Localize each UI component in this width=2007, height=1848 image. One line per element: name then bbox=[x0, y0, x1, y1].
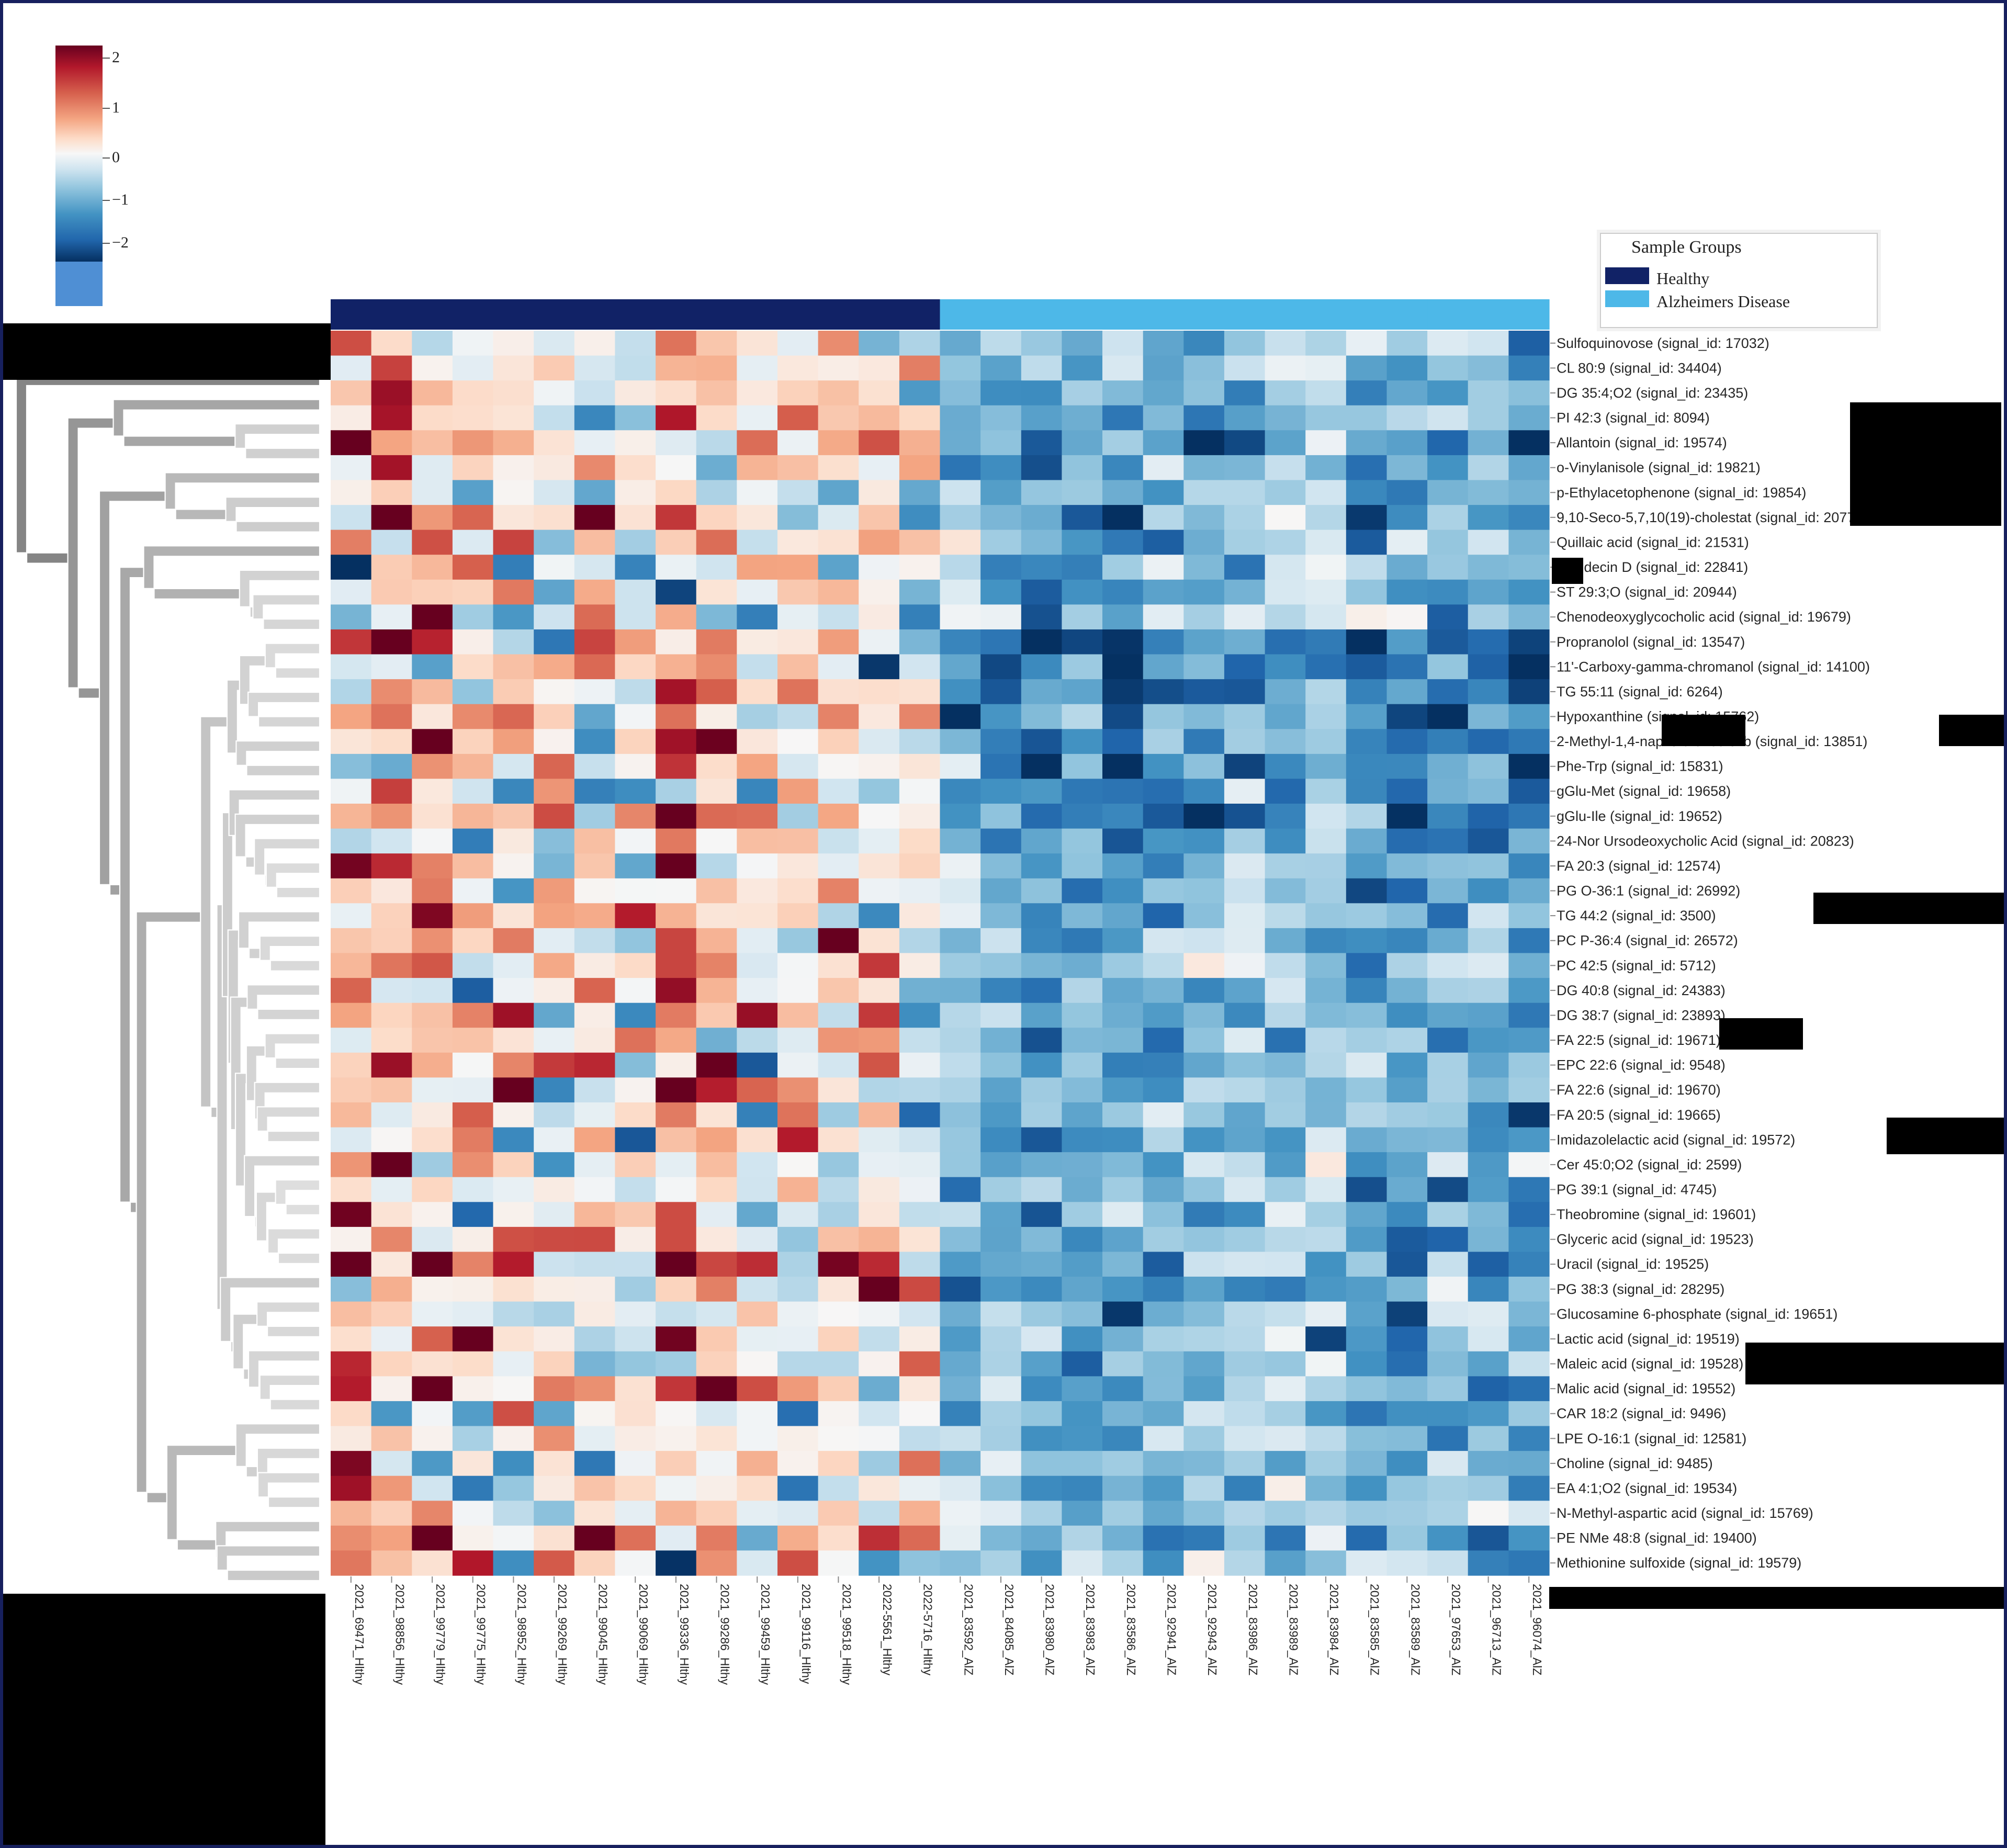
svg-text:FA 22:5 (signal_id: 19671): FA 22:5 (signal_id: 19671) bbox=[1557, 1032, 1721, 1048]
svg-text:Theobromine (signal_id: 19601): Theobromine (signal_id: 19601) bbox=[1557, 1207, 1756, 1222]
svg-text:2021_96713_AlZ: 2021_96713_AlZ bbox=[1490, 1584, 1504, 1675]
svg-text:Choline (signal_id: 9485): Choline (signal_id: 9485) bbox=[1557, 1456, 1713, 1471]
svg-text:DG 35:4;O2 (signal_id: 23435): DG 35:4;O2 (signal_id: 23435) bbox=[1557, 385, 1748, 401]
svg-text:Malic acid (signal_id: 19552): Malic acid (signal_id: 19552) bbox=[1557, 1381, 1735, 1396]
svg-text:2021_99045_Hlthy: 2021_99045_Hlthy bbox=[596, 1584, 610, 1685]
svg-text:2021_83592_AlZ: 2021_83592_AlZ bbox=[962, 1584, 975, 1675]
svg-text:2021_83989_AlZ: 2021_83989_AlZ bbox=[1287, 1584, 1300, 1675]
svg-text:Lactic acid (signal_id: 19519): Lactic acid (signal_id: 19519) bbox=[1557, 1331, 1740, 1347]
svg-text:Chenodeoxyglycocholic acid (si: Chenodeoxyglycocholic acid (signal_id: 1… bbox=[1557, 609, 1851, 625]
svg-text:2021_96074_AlZ: 2021_96074_AlZ bbox=[1530, 1584, 1544, 1675]
svg-text:CAR 18:2 (signal_id: 9496): CAR 18:2 (signal_id: 9496) bbox=[1557, 1406, 1726, 1422]
svg-text:Imidazolelactic acid (signal_i: Imidazolelactic acid (signal_id: 19572) bbox=[1557, 1132, 1795, 1147]
svg-text:2021_83586_AlZ: 2021_83586_AlZ bbox=[1124, 1584, 1138, 1675]
svg-text:FA 20:3 (signal_id: 12574): FA 20:3 (signal_id: 12574) bbox=[1557, 858, 1721, 874]
svg-text:PG 38:3 (signal_id: 28295): PG 38:3 (signal_id: 28295) bbox=[1557, 1281, 1724, 1297]
svg-text:o-Vinylanisole (signal_id: 198: o-Vinylanisole (signal_id: 19821) bbox=[1557, 460, 1761, 476]
svg-text:N-Methyl-aspartic acid (signal: N-Methyl-aspartic acid (signal_id: 15769… bbox=[1557, 1505, 1813, 1521]
svg-text:p-Ethylacetophenone (signal_id: p-Ethylacetophenone (signal_id: 19854) bbox=[1557, 484, 1806, 500]
svg-text:Cer 45:0;O2 (signal_id: 2599): Cer 45:0;O2 (signal_id: 2599) bbox=[1557, 1157, 1742, 1173]
svg-text:9,10-Seco-5,7,10(19)-cholestat: 9,10-Seco-5,7,10(19)-cholestat (signal_i… bbox=[1557, 510, 1867, 525]
svg-text:2021_99779_Hlthy: 2021_99779_Hlthy bbox=[434, 1584, 447, 1685]
svg-text:EA 4:1;O2 (signal_id: 19534): EA 4:1;O2 (signal_id: 19534) bbox=[1557, 1481, 1737, 1496]
svg-text:PG 39:1 (signal_id: 4745): PG 39:1 (signal_id: 4745) bbox=[1557, 1182, 1717, 1198]
svg-text:2021_83983_AlZ: 2021_83983_AlZ bbox=[1084, 1584, 1097, 1675]
svg-text:24-Nor Ursodeoxycholic Acid (s: 24-Nor Ursodeoxycholic Acid (signal_id: … bbox=[1557, 833, 1854, 849]
svg-text:2021_83980_AlZ: 2021_83980_AlZ bbox=[1043, 1584, 1057, 1675]
svg-text:TG 55:11 (signal_id: 6264): TG 55:11 (signal_id: 6264) bbox=[1557, 684, 1723, 700]
svg-text:2021_98856_Hlthy: 2021_98856_Hlthy bbox=[393, 1584, 407, 1685]
svg-text:2021_99069_Hlthy: 2021_99069_Hlthy bbox=[637, 1584, 650, 1685]
svg-text:LPE O-16:1 (signal_id: 12581): LPE O-16:1 (signal_id: 12581) bbox=[1557, 1430, 1746, 1446]
svg-text:Maleic acid (signal_id: 19528): Maleic acid (signal_id: 19528) bbox=[1557, 1356, 1743, 1372]
svg-text:2022-5561_Hlthy: 2022-5561_Hlthy bbox=[881, 1584, 894, 1676]
svg-text:2022-5716_Hlthy: 2022-5716_Hlthy bbox=[921, 1584, 935, 1676]
svg-text:2021_99269_Hlthy: 2021_99269_Hlthy bbox=[556, 1584, 569, 1685]
svg-text:2021_83585_AlZ: 2021_83585_AlZ bbox=[1368, 1584, 1382, 1675]
svg-text:PC P-36:4 (signal_id: 26572): PC P-36:4 (signal_id: 26572) bbox=[1557, 933, 1738, 949]
svg-text:Propranolol (signal_id: 13547): Propranolol (signal_id: 13547) bbox=[1557, 634, 1745, 650]
svg-text:2021_98952_Hlthy: 2021_98952_Hlthy bbox=[515, 1584, 528, 1685]
svg-text:2021_83589_AlZ: 2021_83589_AlZ bbox=[1408, 1584, 1422, 1675]
svg-text:Glucosamine 6-phosphate (signa: Glucosamine 6-phosphate (signal_id: 1965… bbox=[1557, 1306, 1837, 1322]
svg-text:2021_99518_Hlthy: 2021_99518_Hlthy bbox=[840, 1584, 853, 1685]
svg-text:2021_99459_Hlthy: 2021_99459_Hlthy bbox=[759, 1584, 772, 1685]
svg-text:FA 20:5 (signal_id: 19665): FA 20:5 (signal_id: 19665) bbox=[1557, 1107, 1721, 1123]
svg-text:Glyceric acid (signal_id: 1952: Glyceric acid (signal_id: 19523) bbox=[1557, 1232, 1754, 1247]
svg-text:2021_84085_AlZ: 2021_84085_AlZ bbox=[1002, 1584, 1016, 1675]
svg-text:2021_99775_Hlthy: 2021_99775_Hlthy bbox=[475, 1584, 488, 1685]
svg-text:PE NMe 48:8 (signal_id: 19400): PE NMe 48:8 (signal_id: 19400) bbox=[1557, 1530, 1757, 1546]
svg-text:gGlu-Ile (signal_id: 19652): gGlu-Ile (signal_id: 19652) bbox=[1557, 808, 1722, 824]
svg-text:Methionine sulfoxide (signal_i: Methionine sulfoxide (signal_id: 19579) bbox=[1557, 1555, 1801, 1571]
svg-text:11'-Carboxy-gamma-chromanol (s: 11'-Carboxy-gamma-chromanol (signal_id: … bbox=[1557, 659, 1870, 674]
svg-text:2021_83984_AlZ: 2021_83984_AlZ bbox=[1327, 1584, 1341, 1675]
svg-text:DG 38:7 (signal_id: 23893): DG 38:7 (signal_id: 23893) bbox=[1557, 1008, 1726, 1023]
svg-text:2021_99286_Hlthy: 2021_99286_Hlthy bbox=[718, 1584, 732, 1685]
svg-text:2021_92941_AlZ: 2021_92941_AlZ bbox=[1165, 1584, 1179, 1675]
svg-text:2021_99116_Hlthy: 2021_99116_Hlthy bbox=[799, 1584, 813, 1684]
svg-text:2021_97653_AlZ: 2021_97653_AlZ bbox=[1449, 1584, 1463, 1675]
svg-text:2021_69471_Hlthy: 2021_69471_Hlthy bbox=[353, 1584, 366, 1685]
svg-text:ST 29:3;O (signal_id: 20944): ST 29:3;O (signal_id: 20944) bbox=[1557, 584, 1737, 600]
svg-text:2021_92943_AlZ: 2021_92943_AlZ bbox=[1205, 1584, 1219, 1675]
svg-text:PG O-36:1 (signal_id: 26992): PG O-36:1 (signal_id: 26992) bbox=[1557, 883, 1740, 899]
svg-text:Sulfoquinovose (signal_id: 170: Sulfoquinovose (signal_id: 17032) bbox=[1557, 335, 1769, 351]
svg-text:Uracil (signal_id: 19525): Uracil (signal_id: 19525) bbox=[1557, 1256, 1709, 1272]
svg-text:2021_99336_Hlthy: 2021_99336_Hlthy bbox=[678, 1584, 691, 1685]
svg-text:gGlu-Met (signal_id: 19658): gGlu-Met (signal_id: 19658) bbox=[1557, 783, 1731, 799]
svg-text:Allantoin (signal_id: 19574): Allantoin (signal_id: 19574) bbox=[1557, 435, 1727, 450]
svg-text:EPC 22:6 (signal_id: 9548): EPC 22:6 (signal_id: 9548) bbox=[1557, 1057, 1726, 1073]
svg-text:PI 42:3 (signal_id: 8094): PI 42:3 (signal_id: 8094) bbox=[1557, 410, 1710, 426]
svg-text:2021_83986_AlZ: 2021_83986_AlZ bbox=[1246, 1584, 1260, 1675]
svg-text:FA 22:6 (signal_id: 19670): FA 22:6 (signal_id: 19670) bbox=[1557, 1082, 1721, 1098]
svg-text:TG 44:2 (signal_id: 3500): TG 44:2 (signal_id: 3500) bbox=[1557, 908, 1716, 923]
svg-text:Rollidecin D (signal_id: 22841: Rollidecin D (signal_id: 22841) bbox=[1557, 559, 1748, 575]
svg-text:Phe-Trp (signal_id: 15831): Phe-Trp (signal_id: 15831) bbox=[1557, 759, 1723, 774]
svg-text:DG 40:8 (signal_id: 24383): DG 40:8 (signal_id: 24383) bbox=[1557, 983, 1726, 998]
svg-text:PC 42:5 (signal_id: 5712): PC 42:5 (signal_id: 5712) bbox=[1557, 957, 1716, 973]
svg-text:Quillaic acid (signal_id: 2153: Quillaic acid (signal_id: 21531) bbox=[1557, 534, 1749, 550]
svg-text:CL 80:9 (signal_id: 34404): CL 80:9 (signal_id: 34404) bbox=[1557, 360, 1722, 376]
